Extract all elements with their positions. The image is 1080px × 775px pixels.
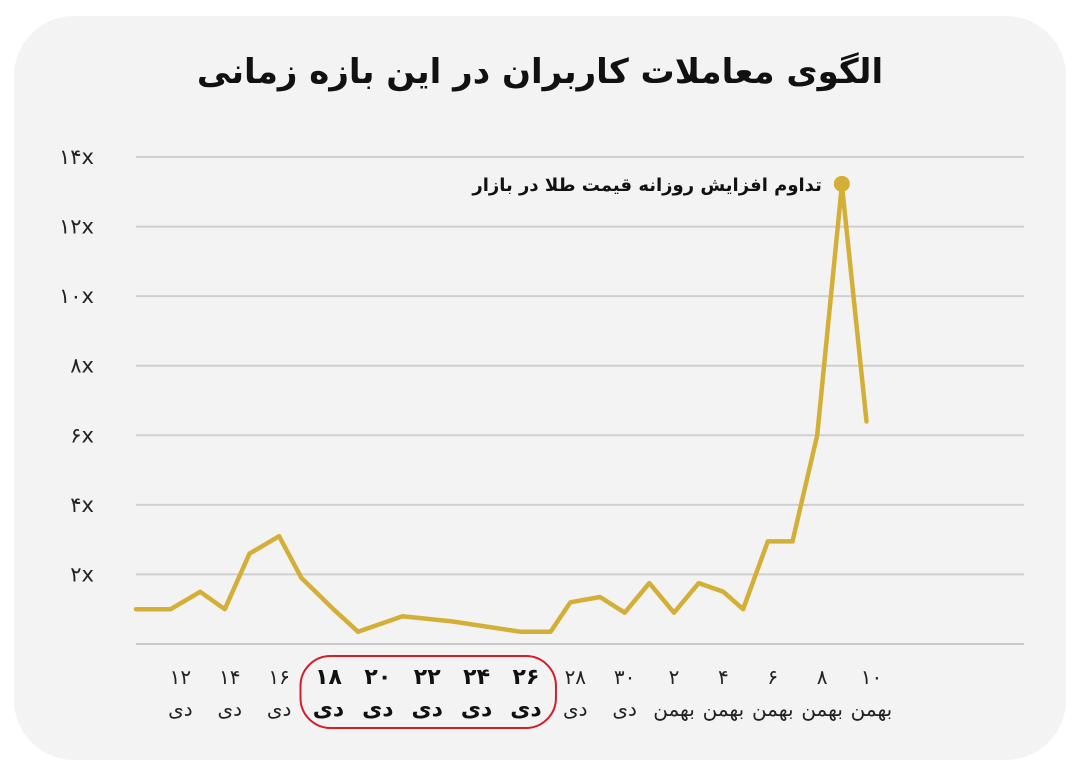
x-tick-label-month: بهمن [752,697,794,721]
y-tick-label: ۸x [70,354,94,378]
chart-card [14,16,1066,760]
series-line [133,182,869,635]
x-tick-label: ۲۰ [364,665,391,690]
x-tick-label-month: بهمن [851,697,893,721]
y-tick-label: ۴x [70,493,94,517]
x-tick-label: ۲۴ [463,665,490,690]
x-tick-label-month: بهمن [653,697,695,721]
x-tick-label-month: دی [510,697,541,722]
chart-title: الگوی معاملات کاربران در این بازه زمانی [196,52,884,92]
x-tick-label: ۲۲ [414,665,441,690]
x-tick-label: ۱۸ [315,665,342,690]
y-tick-label: ۶x [70,423,94,447]
y-tick-label: ۱۲x [59,215,94,239]
x-tick-label-month: دی [168,697,193,721]
x-tick-label: ۸ [817,665,828,689]
x-tick-label: ۳۰ [614,665,635,689]
x-tick-label: ۲۶ [513,665,540,690]
y-tick-label: ۲x [70,562,94,586]
x-tick-label-month: دی [412,697,443,722]
x-tick-label-month: دی [461,697,492,722]
y-tick-label: ۱۴x [59,145,94,169]
x-tick-label: ۲ [669,665,680,689]
x-tick-label: ۲۸ [565,665,587,689]
annotation-label: تداوم افزایش روزانه قیمت طلا در بازار [471,175,821,196]
x-tick-label-month: دی [612,697,637,721]
x-tick-label: ۱۶ [268,665,289,689]
x-tick-label-month: دی [313,697,344,722]
annotation-point [833,175,850,192]
x-tick-label: ۱۲ [170,665,191,689]
highlight-box [299,655,557,729]
x-tick-label: ۴ [718,665,729,689]
x-tick-label-month: دی [362,697,393,722]
x-tick-label-month: بهمن [703,697,745,721]
x-tick-label-month: دی [267,697,292,721]
y-tick-label: ۱۰x [59,284,94,308]
x-tick-label: ۶ [767,665,778,689]
x-tick-label: ۱۴ [219,665,240,689]
x-tick-label-month: دی [563,697,588,721]
x-tick-label-month: دی [218,697,243,721]
x-tick-label: ۱۰ [861,665,882,689]
x-tick-label-month: بهمن [801,697,843,721]
